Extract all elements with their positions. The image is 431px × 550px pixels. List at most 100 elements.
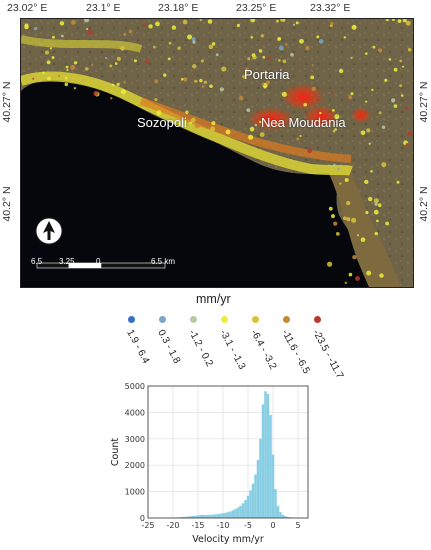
ps-point — [311, 86, 316, 92]
legend-label: -11.6 - -6.5 — [279, 328, 312, 376]
legend-label: -6.4 - -3.2 — [248, 328, 279, 372]
ps-point — [376, 219, 379, 223]
x-tick-label: -25 — [141, 521, 154, 530]
ps-point — [285, 43, 288, 46]
ps-point — [333, 163, 336, 167]
ps-point — [91, 63, 94, 66]
ps-point — [251, 53, 256, 57]
ps-point — [290, 53, 294, 57]
ps-point — [365, 100, 368, 103]
ps-point — [316, 35, 320, 39]
lon-tick-0: 23.02° E — [7, 2, 48, 14]
ps-point — [373, 209, 379, 215]
ps-point — [194, 79, 198, 83]
x-tick-label: -15 — [191, 521, 204, 530]
ps-point — [192, 64, 197, 69]
histogram-bar — [201, 514, 205, 518]
ps-point — [247, 57, 251, 61]
ps-point — [296, 137, 300, 141]
histogram-bar — [246, 495, 250, 518]
ps-point — [73, 61, 78, 65]
ps-point — [351, 217, 357, 223]
ps-point — [372, 45, 376, 49]
legend-swatch — [159, 316, 166, 323]
histogram-bar — [241, 503, 245, 518]
ps-point — [123, 33, 127, 36]
histogram-bar — [276, 506, 280, 518]
ps-point — [370, 170, 373, 173]
ps-point — [210, 126, 216, 132]
ps-point — [407, 131, 412, 136]
histogram-bar — [274, 488, 277, 518]
x-axis-label: Velocity mm/yr — [192, 534, 264, 545]
ps-point — [142, 23, 147, 27]
legend-title: mm/yr — [196, 292, 231, 306]
ps-point — [280, 19, 284, 22]
scale-label-0: 6.5 — [31, 257, 43, 266]
ps-point — [189, 121, 192, 125]
ps-point — [71, 20, 76, 25]
ps-point — [303, 102, 308, 107]
ps-point — [215, 53, 219, 57]
histogram-bar — [259, 438, 262, 518]
ps-point — [388, 58, 392, 61]
histogram-bar — [219, 513, 222, 518]
ps-point — [209, 84, 213, 88]
ps-point — [348, 95, 353, 100]
lon-tick-1: 23.1° E — [86, 2, 121, 14]
ps-point — [393, 104, 398, 108]
histogram-bar — [186, 516, 190, 518]
ps-point — [236, 23, 240, 28]
ps-point — [144, 59, 149, 64]
ps-point — [46, 60, 51, 65]
ps-point — [163, 73, 167, 77]
ps-point — [208, 44, 214, 50]
ps-point — [171, 25, 177, 30]
ps-point — [307, 148, 313, 154]
y-tick-label: 4000 — [125, 408, 145, 417]
ps-point — [351, 24, 357, 30]
ps-point — [331, 90, 334, 94]
ps-point — [114, 62, 118, 65]
ps-point — [332, 129, 336, 133]
legend-label: -1.2 - 0.2 — [186, 328, 215, 369]
ps-point — [393, 67, 398, 72]
ps-point — [305, 45, 310, 51]
ps-point — [399, 59, 403, 63]
ps-point — [267, 56, 271, 60]
histogram-bar — [209, 514, 212, 518]
ps-point — [360, 237, 366, 242]
ps-point — [177, 46, 181, 50]
histogram-bar — [234, 509, 237, 518]
ps-point — [194, 123, 200, 129]
ps-point — [299, 135, 302, 137]
scale-label-1: 3.25 — [59, 257, 75, 266]
histogram-bar — [214, 514, 217, 518]
ps-point — [148, 24, 153, 29]
ps-point — [242, 74, 247, 79]
ps-point — [203, 80, 208, 84]
ps-point — [381, 125, 386, 129]
lat-tick-right-1: 40.2° N — [418, 186, 430, 222]
ps-point — [260, 34, 264, 38]
histogram-bar — [269, 415, 272, 518]
ps-point — [123, 81, 126, 84]
north-arrow-icon — [35, 217, 63, 245]
ps-point — [153, 45, 156, 49]
ps-point — [128, 29, 133, 34]
x-tick-label: -5 — [244, 521, 252, 530]
ps-point — [61, 34, 64, 38]
ps-point — [384, 78, 388, 82]
ps-point — [402, 65, 405, 68]
ps-point — [381, 162, 387, 168]
legend-swatch — [252, 316, 259, 323]
ps-point — [238, 96, 244, 101]
histogram-bar — [286, 516, 290, 518]
ps-point — [51, 56, 55, 60]
ps-point — [73, 87, 77, 90]
ps-point — [332, 109, 335, 112]
histogram-bar — [196, 515, 200, 518]
deformation-map[interactable]: Portaria Sozopoli Nea Moudania 6.5 3.25 … — [20, 18, 414, 288]
ps-point — [374, 202, 378, 206]
ps-point — [365, 210, 369, 215]
